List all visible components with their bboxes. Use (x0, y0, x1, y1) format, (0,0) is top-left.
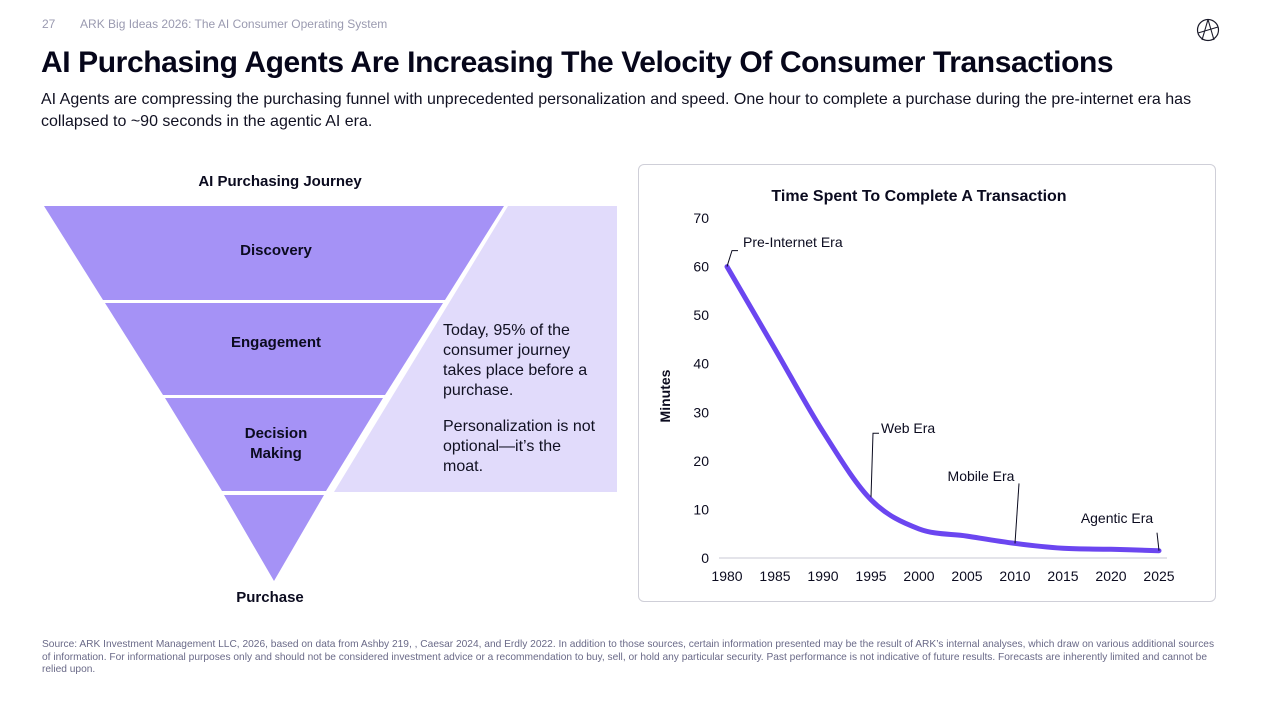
annotation-label-1: Web Era (881, 420, 935, 436)
annotation-label-0: Pre-Internet Era (743, 234, 843, 250)
y-tick-label-70: 70 (693, 210, 709, 226)
x-tick-label-1985: 1985 (759, 568, 790, 584)
y-tick-label-60: 60 (693, 259, 709, 275)
annotation-label-3: Agentic Era (1081, 510, 1154, 526)
y-tick-label-0: 0 (701, 550, 709, 566)
y-tick-label-40: 40 (693, 356, 709, 372)
slide-subtitle: AI Agents are compressing the purchasing… (41, 91, 1192, 130)
page-number: 27 (42, 17, 56, 31)
chart-panel: Time Spent To Complete A Transaction 0 10 2… (638, 164, 1216, 602)
annotation-leader-1 (870, 432, 879, 498)
x-tick-label-2005: 2005 (951, 568, 982, 584)
funnel-band-engagement (105, 303, 443, 395)
y-tick-label-20: 20 (693, 453, 709, 469)
y-tick-label-30: 30 (693, 404, 709, 420)
source-footnote: Source: ARK Investment Management LLC, 2… (42, 639, 1215, 675)
slide-title: AI Purchasing Agents Are Increasing The … (41, 46, 1114, 79)
funnel-band-decision-making (165, 398, 383, 491)
funnel-title: AI Purchasing Journey (198, 173, 362, 190)
annotation-leader-0 (726, 250, 738, 267)
y-tick-label-50: 50 (693, 307, 709, 323)
y-axis-label: Minutes (657, 369, 673, 422)
x-tick-label-2015: 2015 (1047, 568, 1078, 584)
x-tick-label-2010: 2010 (999, 568, 1030, 584)
y-tick-label-10: 10 (693, 501, 709, 517)
annotation-leader-3 (1156, 532, 1160, 551)
funnel-band-purchase (224, 495, 324, 581)
funnel-callout-panel (334, 206, 617, 492)
series-line-0 (724, 264, 1162, 554)
line-chart: Time Spent To Complete A Transaction 0 10 2… (657, 188, 1175, 584)
funnel-callout-stat: Today, 95% of the consumer journey takes… (443, 322, 588, 399)
x-tick-label-2020: 2020 (1095, 568, 1126, 584)
annotation-label-2: Mobile Era (948, 468, 1015, 484)
stage-discovery-label: Discovery (240, 242, 312, 259)
stage-engagement-label: Engagement (230, 334, 321, 351)
x-tick-label-1980: 1980 (711, 568, 742, 584)
funnel-diagram (44, 206, 617, 581)
report-title: ARK Big Ideas 2026: The AI Consumer Oper… (80, 17, 388, 31)
x-tick-label-2025: 2025 (1143, 568, 1174, 584)
x-tick-label-2000: 2000 (903, 568, 934, 584)
funnel-callout-moat: Personalization is not optional—it’s the… (443, 418, 596, 475)
slide-header: 27 ARK Big Ideas 2026: The AI Consumer O… (42, 17, 387, 31)
stage-purchase-label: Purchase (236, 589, 304, 606)
stage-decision-making-label: Decision Making (244, 425, 308, 462)
x-tick-label-1990: 1990 (807, 568, 838, 584)
annotation-leader-2 (1014, 483, 1020, 544)
x-tick-label-1995: 1995 (855, 568, 886, 584)
ark-logo-icon (1196, 18, 1220, 42)
chart-title: Time Spent To Complete A Transaction (771, 188, 1066, 205)
funnel-band-discovery (44, 206, 504, 300)
